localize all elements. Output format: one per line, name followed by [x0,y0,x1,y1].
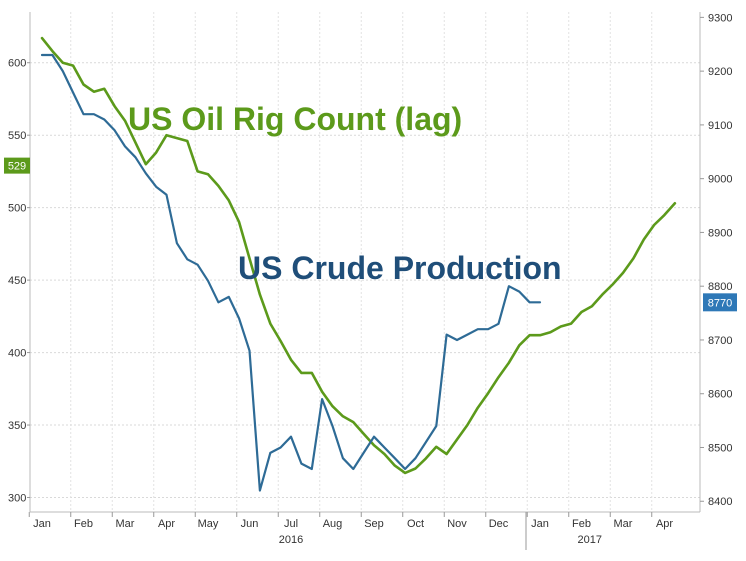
x-month-label: Jan [33,518,51,530]
series-layer [40,36,677,492]
x-month-label: Apr [158,518,175,530]
last-value-label-rig: 529 [8,161,26,173]
x-month-label: Feb [74,518,93,530]
y-left-tick-label: 300 [8,493,26,505]
grid-layer [30,12,700,512]
last-value-label-production: 8770 [708,297,732,309]
x-month-label: Aug [323,518,343,530]
y-right-tick-label: 9300 [708,12,732,24]
y-left-tick-label: 600 [8,58,26,70]
y-right-tick-label: 8800 [708,281,732,293]
x-year-label: 2017 [578,534,602,546]
x-month-label: Jul [284,518,298,530]
x-month-label: Mar [614,518,633,530]
y-right-tick-label: 9200 [708,66,732,78]
y-left-tick-label: 400 [8,348,26,360]
x-year-label: 2016 [279,534,303,546]
y-right-tick-label: 8500 [708,442,732,454]
x-month-label: Feb [572,518,591,530]
badge-layer: 529 8770 [4,157,737,312]
y-right-tick-label: 8600 [708,389,732,401]
last-value-badge-rig [4,157,30,174]
y-left-tick-label: 350 [8,420,26,432]
x-month-label: May [198,518,219,530]
annotation-rig-count: US Oil Rig Count (lag) [128,101,462,137]
y-left-tick-label: 550 [8,130,26,142]
x-month-label: Jan [531,518,549,530]
axis-layer: 300 350 400 450 500 550 600 8400 8500 8600 8700 880… [8,12,732,546]
x-month-label: Sep [364,518,384,530]
y-right-tick-label: 9000 [708,174,732,186]
series-line-crude-production [40,53,542,492]
x-month-label: Nov [447,518,467,530]
x-month-label: Jun [241,518,259,530]
y-left-tick-label: 450 [8,275,26,287]
x-month-label: Oct [407,518,424,530]
x-month-label: Dec [489,518,509,530]
y-left-tick-label: 500 [8,203,26,215]
y-right-tick-label: 8400 [708,496,732,508]
y-right-tick-label: 8700 [708,335,732,347]
x-month-label: Mar [116,518,135,530]
last-value-badge-production [703,293,737,312]
annotation-crude-production: US Crude Production [238,250,562,286]
y-right-tick-label: 8900 [708,227,732,239]
x-month-label: Apr [656,518,673,530]
y-right-tick-label: 9100 [708,120,732,132]
series-line-rig-count [40,36,677,475]
